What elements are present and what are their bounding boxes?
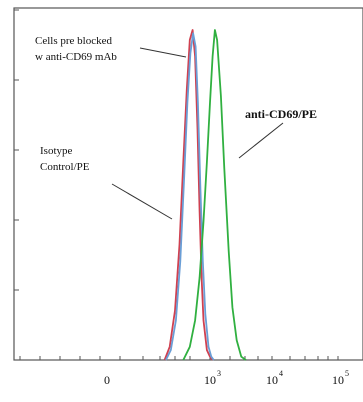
annotation-anti-cd69-label: anti-CD69/PE — [245, 107, 317, 121]
histogram-series-line — [165, 32, 215, 361]
x-tick-label: 10 — [204, 373, 216, 387]
annotation-anti-cd69: anti-CD69/PE — [238, 107, 317, 159]
annotation-blocked-line-1: Cells pre blocked — [35, 35, 112, 47]
histogram-series-line — [163, 29, 214, 361]
annotation-isotype-line-1: Isotype — [40, 145, 73, 157]
annotation-blocked: Cells pre blocked w anti-CD69 mAb — [35, 35, 187, 63]
y-axis-ticks — [14, 9, 19, 291]
plot-frame — [13, 7, 363, 361]
annotation-isotype: Isotype Control/PE — [40, 145, 173, 220]
x-tick-label-exponent: 4 — [279, 369, 283, 378]
annotation-isotype-line-2: Control/PE — [40, 161, 90, 173]
x-tick-label-exponent: 3 — [217, 369, 221, 378]
histogram-series-line — [182, 29, 247, 361]
annotation-blocked-line-2: w anti-CD69 mAb — [35, 51, 117, 63]
annotation-isotype-pointer — [111, 183, 173, 220]
annotation-blocked-pointer — [139, 47, 187, 58]
x-axis-ticks: 0 10 3 10 4 10 5 — [19, 356, 349, 387]
x-tick-label: 0 — [104, 373, 110, 387]
x-tick-label-exponent: 5 — [345, 369, 349, 378]
x-tick-label: 10 — [266, 373, 278, 387]
annotation-anti-cd69-pointer — [238, 122, 284, 159]
x-tick-label: 10 — [332, 373, 344, 387]
histogram-series — [163, 29, 247, 361]
